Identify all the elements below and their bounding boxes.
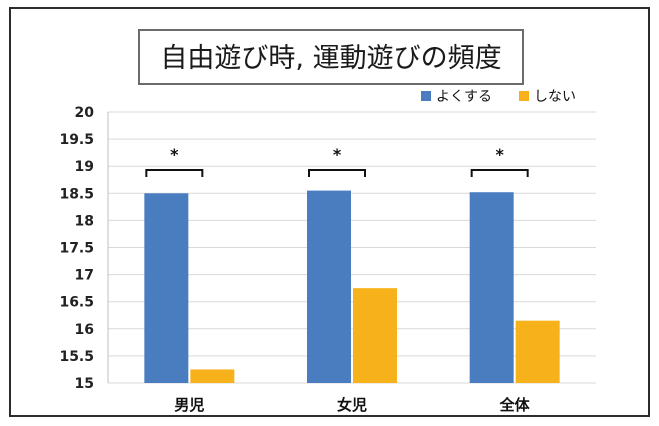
x-axis-ticks: 男児 女児 全体: [174, 396, 530, 414]
chart-legend: よくする しない: [421, 89, 576, 105]
significance-star: *: [495, 145, 504, 164]
y-tick-label: 19: [75, 159, 94, 175]
chart-title-box: [138, 29, 524, 85]
y-tick-label: 18: [75, 213, 94, 229]
significance-bracket: [470, 169, 529, 177]
chart-bars: [144, 190, 560, 383]
significance-markers: * * *: [145, 145, 529, 177]
y-tick-label: 16: [75, 322, 94, 338]
y-tick-label: 18.5: [59, 186, 94, 202]
x-tick-label: 女児: [337, 396, 367, 414]
y-axis-ticks: 15 15.5 16 16.5 17 17.5 18 18.5 19 19.5 20: [59, 105, 94, 392]
y-tick-label: 15.5: [59, 349, 94, 365]
chart-title: 自由遊び時, 運動遊びの頻度: [160, 43, 501, 74]
y-tick-label: 16.5: [59, 295, 94, 311]
bar-yokusuru: [144, 193, 189, 383]
y-tick-label: 15: [75, 376, 94, 392]
y-tick-label: 17.5: [59, 241, 94, 257]
legend-label: しない: [534, 89, 576, 105]
chart-gridlines: [107, 111, 596, 384]
legend-swatch: [519, 91, 529, 101]
legend-swatch: [421, 91, 431, 101]
bar-shinai: [515, 320, 560, 383]
y-tick-label: 17: [75, 268, 94, 284]
bar-yokusuru: [307, 190, 351, 383]
legend-label: よくする: [436, 89, 492, 105]
significance-bracket: [145, 169, 204, 177]
significance-star: *: [333, 145, 342, 164]
significance-star: *: [170, 145, 179, 164]
bar-shinai: [353, 288, 397, 383]
bar-yokusuru: [469, 192, 514, 383]
x-tick-label: 男児: [174, 396, 204, 414]
bar-shinai: [190, 369, 235, 383]
x-tick-label: 全体: [499, 396, 531, 414]
y-tick-label: 20: [75, 105, 95, 121]
y-tick-label: 19.5: [59, 132, 94, 148]
significance-bracket: [308, 169, 366, 177]
